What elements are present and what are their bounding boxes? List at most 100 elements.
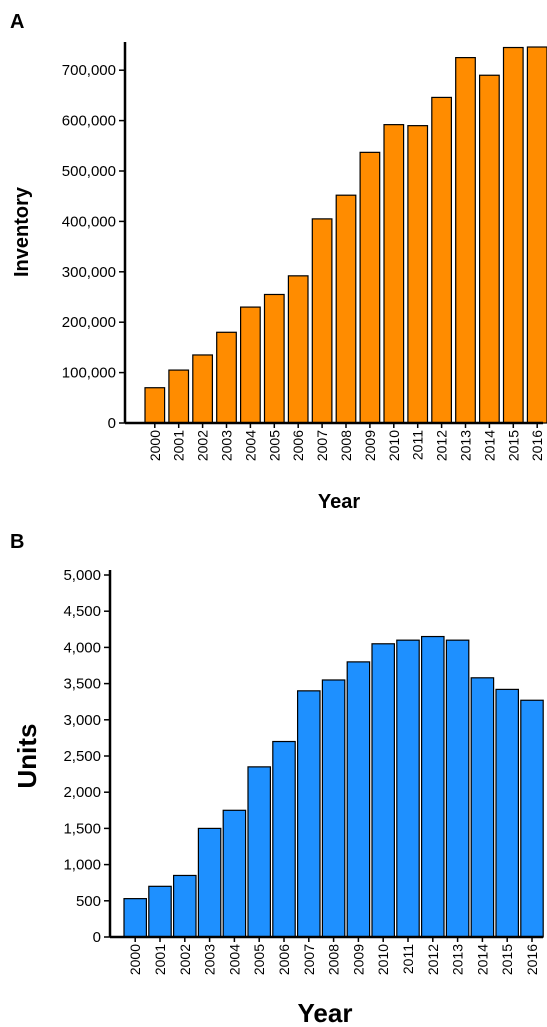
- bar-2008: [321, 679, 346, 938]
- x-tick-label: 2000: [147, 430, 163, 461]
- x-ticks-a: 2000 2001 2002 2003 2004 2005 2006 2007 2008 2009…: [147, 423, 545, 461]
- bar-2008: [335, 194, 357, 424]
- x-tick-label: 2002: [195, 430, 211, 461]
- panel-b-chart: B Units Year 0 500 1,000 1,500 2,000 2,500 3,0…: [10, 531, 544, 1027]
- x-tick-label: 2014: [474, 944, 490, 975]
- y-tick-label: 700,000: [62, 62, 116, 79]
- x-tick-label: 2007: [301, 944, 317, 975]
- y-axis-title-b: Units: [12, 724, 42, 789]
- y-tick-label: 3,500: [63, 676, 101, 693]
- bar-2000: [144, 387, 166, 424]
- x-tick-label: 2009: [362, 430, 378, 461]
- bar-2006: [287, 275, 309, 424]
- bar-2004: [240, 306, 261, 424]
- x-tick-label: 2004: [242, 430, 258, 461]
- bar-2015: [502, 46, 524, 424]
- x-tick-label: 2006: [276, 944, 292, 975]
- bar-2000: [123, 898, 147, 938]
- y-tick-label: 3,000: [63, 712, 101, 729]
- panel-label-b: B: [10, 531, 24, 553]
- x-tick-label: 2015: [499, 944, 515, 975]
- y-tick-label: 1,500: [63, 820, 101, 837]
- x-tick-label: 2005: [251, 944, 267, 975]
- x-tick-label: 2010: [375, 944, 391, 975]
- x-tick-label: 2009: [350, 944, 366, 975]
- bar-2001: [168, 369, 190, 424]
- y-ticks-b: 0 500 1,000 1,500 2,000 2,500 3,000 3,500 4,000 4…: [63, 567, 110, 946]
- y-tick-label: 2,000: [63, 784, 101, 801]
- y-tick-label: 0: [93, 929, 101, 946]
- x-tick-label: 2013: [450, 944, 466, 975]
- bar-2011: [396, 639, 420, 938]
- bars-b: [123, 635, 544, 938]
- y-tick-label: 500: [76, 893, 101, 910]
- x-tick-label: 2007: [314, 430, 330, 461]
- bar-2016: [520, 699, 544, 938]
- y-tick-label: 0: [108, 415, 116, 432]
- bar-2002: [173, 874, 197, 938]
- panel-label-a: A: [10, 11, 24, 33]
- x-tick-label: 2002: [177, 944, 193, 975]
- bar-2007: [297, 690, 321, 938]
- bar-2007: [311, 218, 333, 424]
- y-ticks-a: 0 100,000 200,000 300,000 400,000 500,000 600,…: [62, 62, 125, 432]
- y-tick-label: 400,000: [62, 213, 116, 230]
- x-ticks-b: 2000 2001 2002 2003 2004 2005 2006 2007 2008 2009…: [127, 937, 540, 975]
- bar-2014: [470, 677, 495, 938]
- y-axis-title-a: Inventory: [11, 186, 33, 277]
- x-tick-label: 2001: [152, 944, 168, 975]
- x-tick-label: 2006: [290, 430, 306, 461]
- x-tick-label: 2003: [202, 944, 218, 975]
- y-tick-label: 200,000: [62, 314, 116, 331]
- x-tick-label: 2010: [386, 430, 402, 461]
- x-tick-label: 2003: [219, 430, 235, 461]
- bar-2005: [247, 766, 271, 938]
- y-tick-label: 300,000: [62, 264, 116, 281]
- x-tick-label: 2011: [410, 430, 426, 460]
- x-tick-label: 2016: [529, 430, 545, 461]
- bar-2010: [383, 124, 405, 424]
- x-tick-label: 2014: [481, 430, 497, 461]
- bar-2014: [479, 74, 500, 424]
- x-axis-title-b: Year: [298, 998, 353, 1027]
- x-tick-label: 2016: [524, 944, 540, 975]
- x-tick-label: 2013: [458, 430, 474, 461]
- bar-2016: [526, 46, 547, 424]
- x-tick-label: 2008: [338, 430, 354, 461]
- y-tick-label: 1,000: [63, 857, 101, 874]
- bar-2012: [431, 96, 452, 424]
- x-tick-label: 2004: [226, 944, 242, 975]
- x-tick-label: 2015: [505, 430, 521, 461]
- y-tick-label: 4,000: [63, 639, 101, 656]
- panel-a-chart: A Inventory Year 0 100,000 200,000 300,000 4…: [10, 11, 547, 513]
- bar-2009: [346, 661, 371, 938]
- y-tick-label: 4,500: [63, 603, 101, 620]
- bar-2006: [272, 740, 296, 938]
- bar-2012: [421, 635, 445, 938]
- bar-2015: [495, 688, 519, 938]
- bars-a: [144, 46, 547, 424]
- x-tick-label: 2000: [127, 944, 143, 975]
- bar-2003: [216, 331, 237, 424]
- y-tick-label: 100,000: [62, 365, 116, 382]
- x-tick-label: 2011: [400, 944, 416, 974]
- y-tick-label: 2,500: [63, 748, 101, 765]
- x-tick-label: 2012: [434, 430, 450, 461]
- x-axis-title-a: Year: [318, 491, 360, 513]
- bar-2005: [263, 293, 285, 424]
- bar-2013: [445, 639, 470, 938]
- x-tick-label: 2012: [425, 944, 441, 975]
- bar-2003: [197, 827, 222, 938]
- x-tick-label: 2008: [326, 944, 342, 975]
- x-tick-label: 2001: [171, 430, 187, 461]
- bar-2010: [371, 643, 395, 938]
- bar-2004: [222, 809, 247, 938]
- x-tick-label: 2005: [266, 430, 282, 461]
- y-tick-label: 500,000: [62, 163, 116, 180]
- bar-2001: [148, 885, 172, 938]
- bar-2011: [407, 125, 429, 424]
- y-tick-label: 5,000: [63, 567, 101, 584]
- bar-2013: [455, 56, 476, 424]
